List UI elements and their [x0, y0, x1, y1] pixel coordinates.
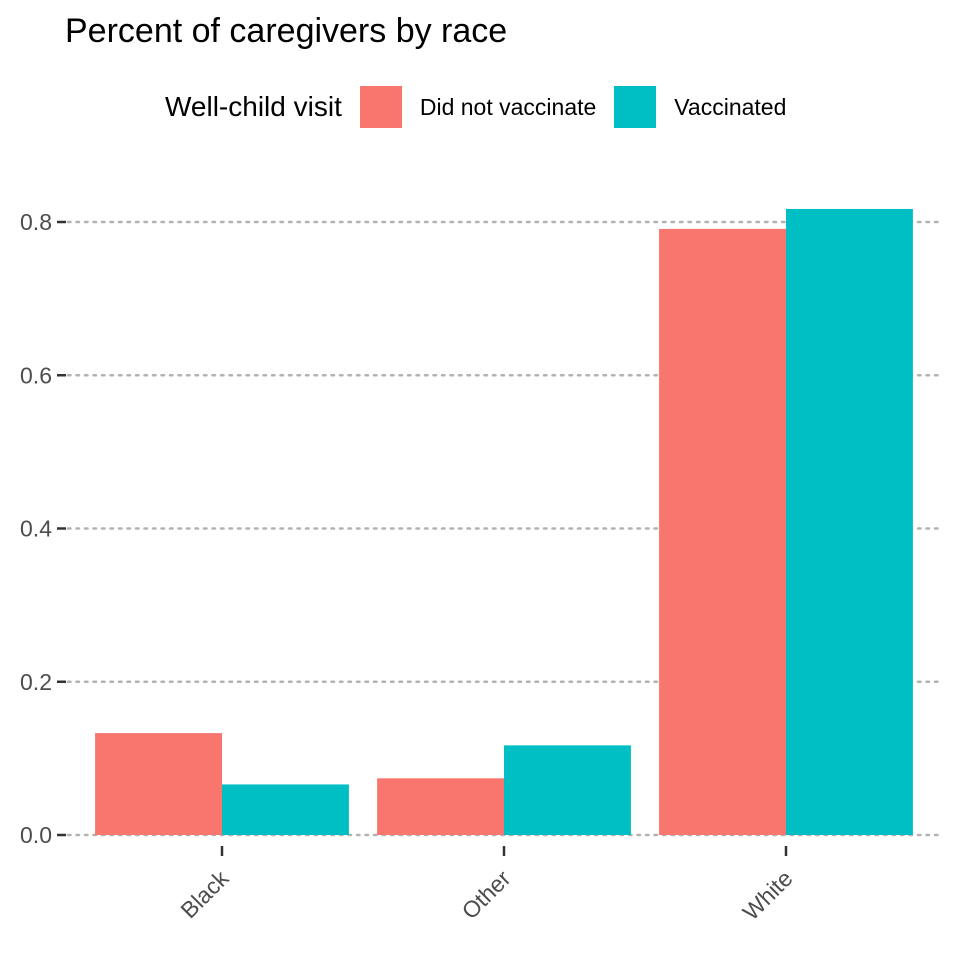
bar-other-did-not-vaccinate	[377, 778, 504, 835]
bar-black-did-not-vaccinate	[95, 733, 222, 835]
y-tick-label-1: 0.2	[20, 669, 52, 695]
chart-title: Percent of caregivers by race	[65, 12, 508, 50]
x-tick-label-other: Other	[456, 865, 515, 924]
legend-label-vaccinated: Vaccinated	[674, 93, 787, 120]
y-tick-label-3: 0.6	[20, 362, 52, 388]
legend-item-vaccinated: Vaccinated	[614, 86, 786, 128]
legend-item-did-not-vaccinate: Did not vaccinate	[359, 86, 597, 128]
y-tick-label-0: 0.0	[20, 822, 52, 848]
y-tick-label-2: 0.4	[20, 516, 52, 542]
legend-title: Well-child visit	[165, 91, 342, 122]
bar-white-did-not-vaccinate	[659, 228, 786, 836]
bar-other-vaccinated	[504, 745, 631, 835]
legend-swatch-did-not-vaccinate	[359, 86, 402, 128]
bar-black-vaccinated	[222, 784, 349, 835]
legend: Well-child visit Did not vaccinate Vacci…	[165, 84, 804, 130]
x-tick-label-white: White	[738, 865, 798, 925]
y-tick-label-4: 0.8	[20, 209, 52, 235]
legend-swatch-vaccinated	[614, 86, 657, 128]
legend-label-did-not-vaccinate: Did not vaccinate	[419, 93, 597, 120]
x-tick-label-black: Black	[175, 865, 234, 924]
bar-white-vaccinated	[786, 208, 913, 835]
